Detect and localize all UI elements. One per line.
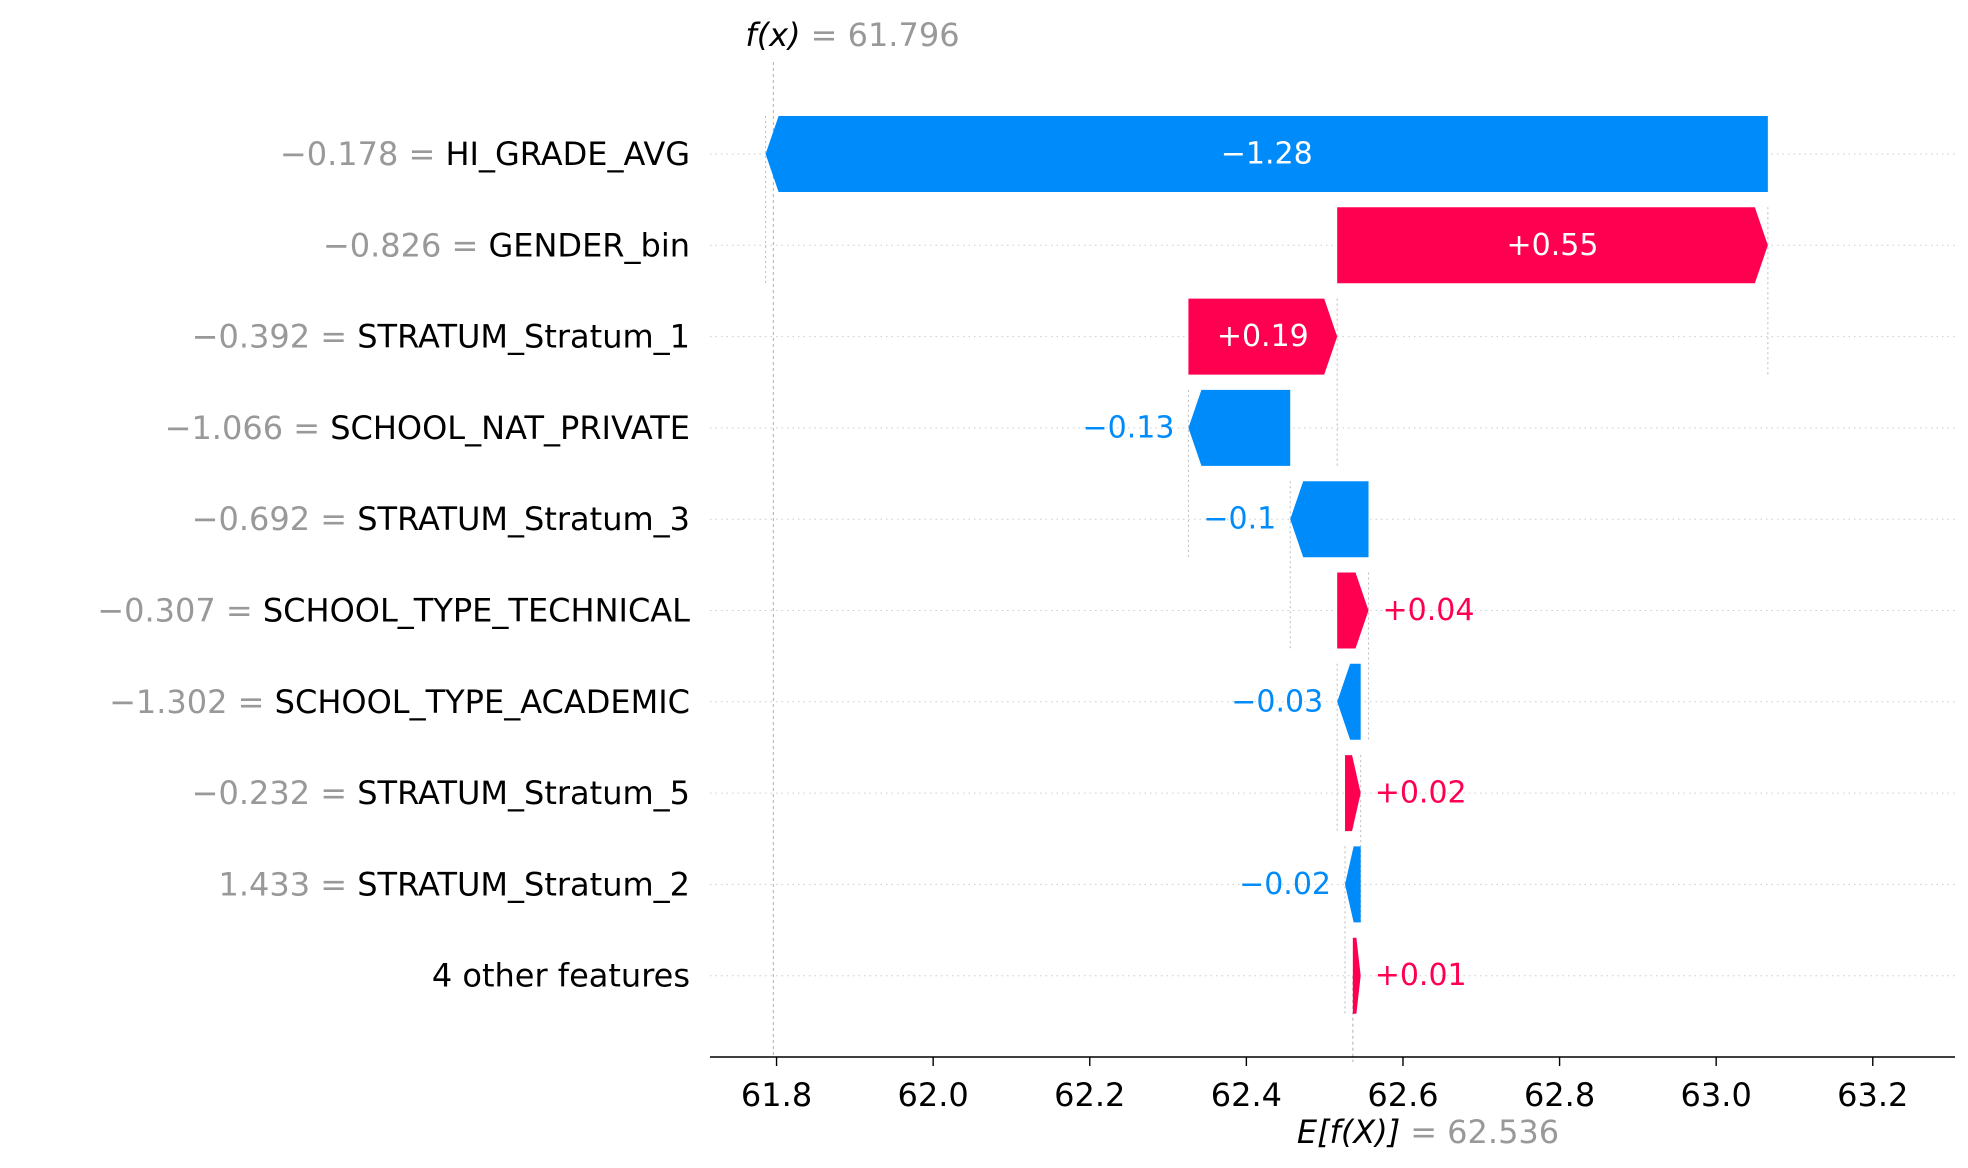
feature-value: −0.178 =: [280, 135, 446, 173]
contribution-bars: −1.28 +0.55 +0.19 −0.13 −0.1 +0.04 −0.03 +0.02 −…: [765, 116, 1768, 1014]
x-tick-label: 61.8: [741, 1076, 812, 1114]
contribution-bar: [1345, 755, 1361, 832]
contribution-bar: [765, 116, 1768, 192]
bar-value-label: −0.02: [1239, 867, 1331, 902]
feature-label: −0.392 = STRATUM_Stratum_1: [192, 318, 690, 356]
contribution-bar: [1345, 846, 1361, 923]
feature-value: 1.433 =: [218, 865, 357, 903]
contribution-bar: [1337, 663, 1361, 740]
contribution-bar: [1352, 937, 1361, 1014]
feature-label: −0.178 = HI_GRADE_AVG: [280, 135, 690, 173]
row-gridlines: [710, 153, 1955, 977]
feature-value: −0.307 =: [97, 592, 263, 630]
x-tick-label: 63.0: [1681, 1076, 1752, 1114]
feature-label: −0.307 = SCHOOL_TYPE_TECHNICAL: [97, 592, 690, 630]
x-axis: 61.8 62.0 62.2 62.4 62.6 62.8 63.0 63.2: [710, 1056, 1955, 1114]
feature-name: STRATUM_Stratum_1: [357, 318, 690, 356]
base-symbol: E[f(X)]: [1297, 1113, 1400, 1151]
feature-label: 1.433 = STRATUM_Stratum_2: [218, 865, 690, 903]
bar-value-label: −0.1: [1203, 502, 1276, 537]
x-tick-label: 62.0: [898, 1076, 969, 1114]
feature-label: −0.692 = STRATUM_Stratum_3: [192, 500, 690, 538]
feature-label: −1.066 = SCHOOL_NAT_PRIVATE: [165, 409, 690, 447]
feature-value: −1.302 =: [109, 683, 275, 721]
fx-symbol: f(x): [745, 16, 800, 54]
base-value-annotation: E[f(X)] = 62.536: [1297, 1113, 1559, 1151]
base-value: = 62.536: [1410, 1113, 1559, 1151]
feature-name: HI_GRADE_AVG: [445, 135, 690, 173]
x-tick-label: 62.2: [1054, 1076, 1125, 1114]
feature-name: STRATUM_Stratum_5: [357, 774, 690, 812]
x-tick-label: 63.2: [1837, 1076, 1908, 1114]
bar-value-label: +0.19: [1217, 319, 1309, 354]
bar-value-label: +0.01: [1375, 958, 1467, 993]
feature-value: −0.232 =: [192, 774, 358, 812]
feature-name: SCHOOL_TYPE_ACADEMIC: [275, 683, 690, 721]
feature-value: −0.392 =: [192, 318, 358, 356]
feature-label: −0.826 = GENDER_bin: [323, 226, 690, 264]
contribution-bar: [1290, 481, 1369, 558]
bar-value-label: +0.02: [1375, 776, 1467, 811]
x-tick-label: 62.8: [1524, 1076, 1595, 1114]
bar-value-label: −1.28: [1221, 137, 1313, 172]
feature-label: −1.302 = SCHOOL_TYPE_ACADEMIC: [109, 683, 690, 721]
feature-labels: −0.178 = HI_GRADE_AVG −0.826 = GENDER_bin…: [97, 135, 690, 995]
feature-name: STRATUM_Stratum_3: [357, 500, 690, 538]
fx-annotation: f(x) = 61.796: [745, 16, 959, 54]
feature-name: GENDER_bin: [488, 226, 690, 264]
x-tick-label: 62.6: [1367, 1076, 1438, 1114]
bar-value-label: +0.55: [1507, 228, 1599, 263]
contribution-bar: [1337, 207, 1768, 284]
x-tick-label: 62.4: [1211, 1076, 1282, 1114]
feature-name: SCHOOL_TYPE_TECHNICAL: [263, 592, 690, 630]
bar-value-label: +0.04: [1383, 593, 1475, 628]
contribution-bar: [1188, 389, 1291, 466]
feature-value: −1.066 =: [165, 409, 331, 447]
feature-name: 4 other features: [432, 957, 690, 995]
fx-value: = 61.796: [811, 16, 960, 54]
contribution-bar: [1188, 298, 1338, 375]
contribution-bar: [1337, 572, 1369, 649]
expected-value-annotations: f(x) = 61.796 E[f(X)] = 62.536: [745, 16, 1559, 1151]
feature-value: −0.692 =: [192, 500, 358, 538]
feature-value: −0.826 =: [323, 226, 489, 264]
feature-name: SCHOOL_NAT_PRIVATE: [330, 409, 690, 447]
feature-label: −0.232 = STRATUM_Stratum_5: [192, 774, 690, 812]
bar-value-label: −0.13: [1082, 410, 1174, 445]
feature-label: 4 other features: [432, 957, 690, 995]
feature-name: STRATUM_Stratum_2: [357, 865, 690, 903]
bar-value-label: −0.03: [1231, 684, 1323, 719]
